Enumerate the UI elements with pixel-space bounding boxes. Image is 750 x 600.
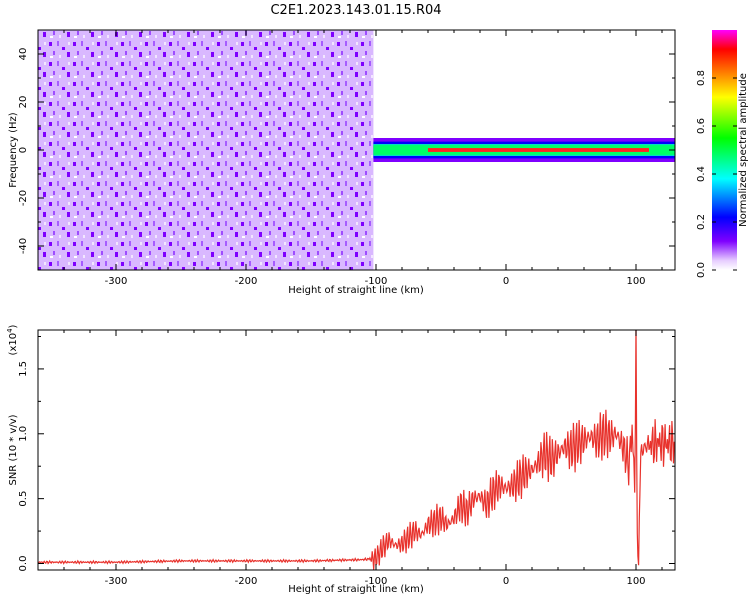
snr-xtick-label: 0 (503, 576, 509, 587)
spectrogram-x-label: Height of straight line (km) (288, 285, 424, 296)
spectrogram-noise-region (38, 30, 374, 270)
snr-frame (37, 329, 676, 571)
snr-panel: -300 -200 -100 0 100 0.0 0.5 1.0 1.5 Height of s… (6, 324, 676, 595)
spectrogram-xtick-label: -300 (105, 276, 128, 287)
snr-x-label: Height of straight line (km) (288, 584, 424, 595)
spectrogram-ytick-label: 20 (18, 96, 29, 109)
svg-text:(x104): (x104) (6, 324, 19, 355)
signal-band-peak (428, 148, 649, 152)
snr-y-label: SNR (10 * v/v) (8, 414, 19, 485)
colorbar-tick-label: 0.8 (696, 70, 707, 86)
spectrogram-signal-band (373, 138, 675, 162)
snr-xtick-label: -200 (235, 576, 258, 587)
snr-ytick-label: 0.5 (18, 491, 29, 507)
snr-scale-factor: (x104) (6, 324, 19, 355)
snr-scale-prefix: (x10 (8, 333, 19, 356)
snr-ytick-label: 1.5 (18, 361, 29, 377)
snr-scale-close: ) (8, 324, 19, 328)
colorbar-tick-label: 0.2 (696, 214, 707, 230)
figure-title: C2E1.2023.143.01.15.R04 (270, 3, 441, 18)
spectrogram-xtick-label: 0 (503, 276, 509, 287)
colorbar-tick-label: 0.4 (696, 166, 707, 182)
colorbar-tick-label: 0.0 (696, 262, 707, 278)
snr-ticks: -300 -200 -100 0 100 0.0 0.5 1.0 1.5 (18, 330, 675, 587)
snr-xtick-label: -100 (365, 576, 388, 587)
snr-scale-exponent: 4 (6, 328, 14, 333)
spectrogram-y-label: Frequency (Hz) (8, 112, 19, 188)
spectrogram-xtick-label: -100 (365, 276, 388, 287)
spectrogram-xtick-label: 100 (626, 276, 645, 287)
snr-ytick-label: 1.0 (18, 426, 29, 442)
colorbar-gradient (712, 30, 737, 270)
spectrogram-ytick-label: -20 (18, 190, 29, 206)
snr-xtick-label: 100 (626, 576, 645, 587)
spectrogram-xtick-label: -200 (235, 276, 258, 287)
snr-xtick-label: -300 (105, 576, 128, 587)
colorbar: 0.0 0.2 0.4 0.6 0.8 Normalized spectral ampl… (696, 30, 749, 278)
colorbar-tick-label: 0.6 (696, 118, 707, 134)
colorbar-ticks: 0.0 0.2 0.4 0.6 0.8 (696, 70, 737, 278)
spectrogram-ytick-label: 0 (18, 147, 29, 153)
colorbar-label: Normalized spectral amplitude (738, 73, 749, 227)
snr-series-line (38, 330, 675, 570)
snr-ytick-label: 0.0 (18, 556, 29, 572)
spectrogram-ytick-label: -40 (18, 238, 29, 254)
spectrogram-ytick-label: 40 (18, 48, 29, 61)
